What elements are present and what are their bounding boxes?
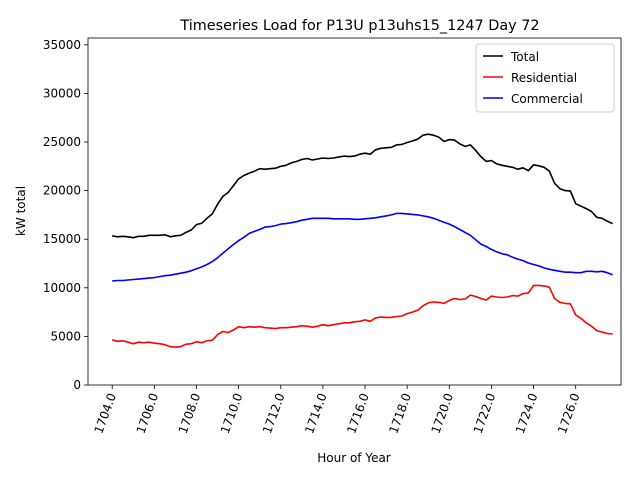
x-axis: 1704.0 1706.0 1708.0 1710.0 1712.0 1714.0 1716… — [92, 385, 583, 435]
series-line-residential — [111, 284, 613, 348]
legend-label-total: Total — [510, 50, 539, 64]
x-tick-label: 1704.0 — [92, 391, 120, 435]
x-axis-label: Hour of Year — [317, 451, 391, 465]
y-tick-label: 15000 — [43, 232, 81, 246]
x-tick-label: 1726.0 — [555, 391, 583, 435]
series-layer — [111, 133, 613, 348]
x-tick-label: 1722.0 — [471, 391, 499, 435]
x-tick-label: 1720.0 — [429, 391, 457, 435]
legend-label-commercial: Commercial — [511, 92, 583, 106]
x-tick-label: 1710.0 — [218, 391, 246, 435]
y-axis-label: kW total — [14, 186, 28, 236]
chart-title: Timeseries Load for P13U p13uhs15_1247 D… — [179, 18, 539, 34]
legend: Total Residential Commercial — [475, 43, 615, 113]
y-tick-label: 5000 — [50, 329, 81, 343]
y-tick-label: 30000 — [43, 86, 81, 100]
legend-box — [475, 43, 615, 113]
y-tick-label: 10000 — [43, 281, 81, 295]
y-tick-label: 0 — [73, 378, 81, 392]
series-line-total — [112, 133, 613, 239]
series-line-commercial — [112, 212, 613, 282]
x-tick-label: 1716.0 — [344, 391, 372, 435]
x-tick-label: 1718.0 — [386, 391, 414, 435]
x-tick-label: 1706.0 — [134, 391, 162, 435]
plot-frame — [87, 37, 622, 386]
y-axis: 0 5000 10000 15000 20000 25000 30000 35000 — [43, 38, 88, 392]
y-tick-label: 35000 — [43, 38, 81, 52]
y-tick-label: 25000 — [43, 135, 81, 149]
y-tick-label: 20000 — [43, 184, 81, 198]
legend-label-residential: Residential — [511, 71, 577, 85]
x-tick-label: 1724.0 — [513, 391, 541, 435]
x-tick-label: 1712.0 — [260, 391, 288, 435]
x-tick-label: 1714.0 — [302, 391, 330, 435]
x-tick-label: 1708.0 — [176, 391, 204, 435]
